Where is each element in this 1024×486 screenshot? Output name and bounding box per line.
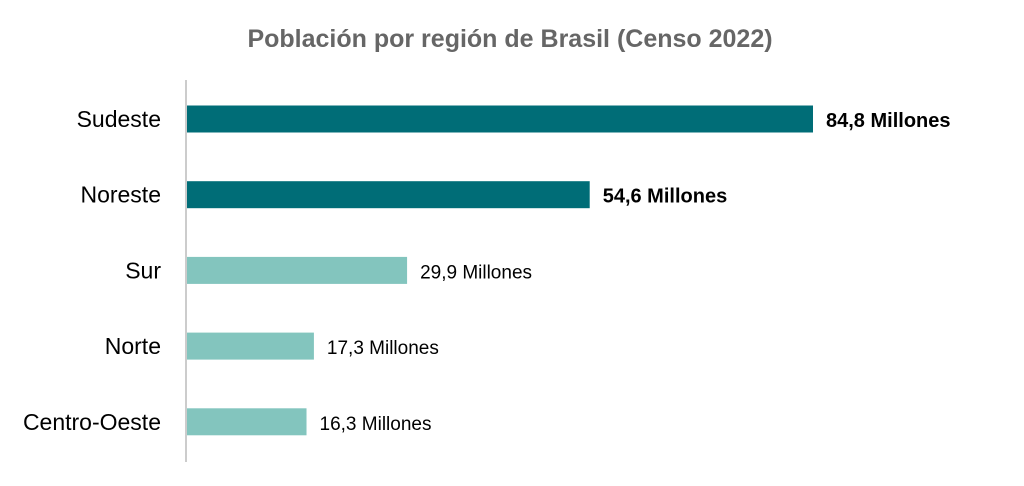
bar-noreste [186, 181, 590, 209]
value-label: 54,6 Millones [603, 186, 728, 208]
category-label: Noreste [80, 182, 161, 208]
bar-norte [186, 332, 314, 360]
bar-sur [186, 256, 408, 284]
value-label: 29,9 Millones [420, 262, 532, 283]
value-label: 16,3 Millones [320, 414, 432, 435]
bar-sudeste [186, 105, 813, 133]
category-label: Norte [105, 333, 161, 359]
bar-centro-oeste [186, 408, 307, 436]
chart-title: Población por región de Brasil (Censo 20… [247, 25, 772, 53]
value-label: 84,8 Millones [826, 110, 951, 132]
bars-layer: Sudeste 84,8 Millones Noreste 54,6 Millones… [23, 105, 951, 436]
value-label: 17,3 Millones [327, 338, 439, 359]
category-label: Centro-Oeste [23, 409, 161, 435]
category-label: Sur [125, 257, 161, 283]
category-label: Sudeste [77, 106, 161, 132]
